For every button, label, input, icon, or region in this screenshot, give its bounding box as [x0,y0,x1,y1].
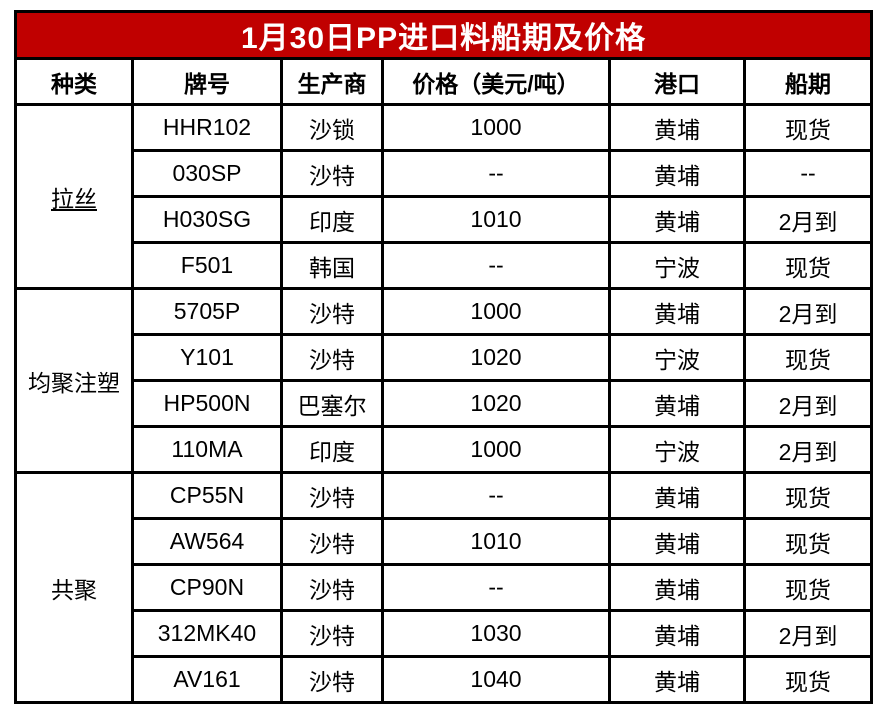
brand-cell: H030SG [131,195,283,244]
shipping-cell: 现货 [742,563,874,612]
producer-cell: 巴塞尔 [280,379,384,428]
port-cell: 黄埔 [608,195,746,244]
table-row: AW564 沙特 1010 黄埔 现货 [16,517,874,566]
port-cell: 宁波 [608,425,746,474]
producer-cell: 沙特 [280,609,384,658]
producer-cell: 沙特 [280,149,384,198]
producer-cell: 沙特 [280,471,384,520]
price-cell: -- [381,471,611,520]
shipping-cell: 2月到 [742,379,874,428]
producer-cell: 沙锁 [280,103,384,152]
price-cell: 1010 [381,517,611,566]
price-cell: 1020 [381,379,611,428]
table-row: HP500N 巴塞尔 1020 黄埔 2月到 [16,379,874,428]
table-row: F501 韩国 -- 宁波 现货 [16,241,874,290]
shipping-cell: 现货 [742,471,874,520]
header-row: 种类 牌号 生产商 价格（美元/吨） 港口 船期 [14,57,874,106]
table-row: 110MA 印度 1000 宁波 2月到 [16,425,874,474]
port-cell: 黄埔 [608,655,746,704]
port-cell: 黄埔 [608,471,746,520]
table-row: H030SG 印度 1010 黄埔 2月到 [16,195,874,244]
table-row: 拉丝 HHR102 沙锁 1000 黄埔 现货 [14,103,874,290]
brand-cell: CP90N [131,563,283,612]
price-cell: 1030 [381,609,611,658]
category-cell: 拉丝 [14,103,134,290]
price-cell: 1000 [381,103,611,152]
producer-cell: 沙特 [280,287,384,336]
table-row: CP90N 沙特 -- 黄埔 现货 [16,563,874,612]
brand-cell: 030SP [131,149,283,198]
col-header-shipping: 船期 [742,57,874,106]
category-cell: 均聚注塑 [14,287,134,474]
brand-cell: 5705P [131,287,283,336]
producer-cell: 印度 [280,425,384,474]
port-cell: 黄埔 [608,103,746,152]
brand-cell: Y101 [131,333,283,382]
brand-cell: CP55N [131,471,283,520]
brand-cell: 110MA [131,425,283,474]
price-cell: 1040 [381,655,611,704]
producer-cell: 沙特 [280,563,384,612]
shipping-cell: 2月到 [742,195,874,244]
table-row: 均聚注塑 5705P 沙特 1000 黄埔 2月到 [14,287,874,474]
price-cell: -- [381,149,611,198]
shipping-cell: 现货 [742,333,874,382]
table-row: 030SP 沙特 -- 黄埔 -- [16,149,874,198]
price-cell: 1020 [381,333,611,382]
price-cell: 1000 [381,287,611,336]
brand-cell: 312MK40 [131,609,283,658]
brand-cell: HHR102 [131,103,283,152]
col-header-brand: 牌号 [131,57,283,106]
col-header-port: 港口 [608,57,746,106]
shipping-cell: 现货 [742,103,874,152]
shipping-cell: 2月到 [742,425,874,474]
table-row: Y101 沙特 1020 宁波 现货 [16,333,874,382]
brand-cell: AW564 [131,517,283,566]
producer-cell: 韩国 [280,241,384,290]
shipping-cell: 现货 [742,241,874,290]
port-cell: 宁波 [608,333,746,382]
table-row: 312MK40 沙特 1030 黄埔 2月到 [16,609,874,658]
shipping-cell: 2月到 [742,609,874,658]
port-cell: 黄埔 [608,149,746,198]
col-header-producer: 生产商 [280,57,384,106]
shipping-cell: -- [742,149,874,198]
shipping-cell: 现货 [742,655,874,704]
shipping-cell: 现货 [742,517,874,566]
producer-cell: 印度 [280,195,384,244]
brand-cell: F501 [131,241,283,290]
brand-cell: HP500N [131,379,283,428]
shipping-cell: 2月到 [742,287,874,336]
col-header-category: 种类 [14,57,134,106]
port-cell: 黄埔 [608,517,746,566]
producer-cell: 沙特 [280,517,384,566]
price-cell: 1000 [381,425,611,474]
producer-cell: 沙特 [280,333,384,382]
title-row: 1月30日PP进口料船期及价格 [13,10,874,60]
table-body: 拉丝 HHR102 沙锁 1000 黄埔 现货 030SP 沙特 -- 黄埔 -- H030SG 印度 1… [14,103,874,704]
port-cell: 黄埔 [608,287,746,336]
brand-cell: AV161 [131,655,283,704]
pp-import-price-table: 1月30日PP进口料船期及价格 种类 牌号 生产商 价格（美元/吨） 港口 船期… [13,10,874,704]
table-title: 1月30日PP进口料船期及价格 [13,10,874,60]
price-cell: -- [381,563,611,612]
col-header-price: 价格（美元/吨） [381,57,611,106]
port-cell: 黄埔 [608,379,746,428]
category-cell: 共聚 [14,471,134,704]
table-row: AV161 沙特 1040 黄埔 现货 [16,655,874,704]
port-cell: 宁波 [608,241,746,290]
producer-cell: 沙特 [280,655,384,704]
port-cell: 黄埔 [608,563,746,612]
price-cell: 1010 [381,195,611,244]
price-cell: -- [381,241,611,290]
port-cell: 黄埔 [608,609,746,658]
table-row: 共聚 CP55N 沙特 -- 黄埔 现货 [14,471,874,704]
